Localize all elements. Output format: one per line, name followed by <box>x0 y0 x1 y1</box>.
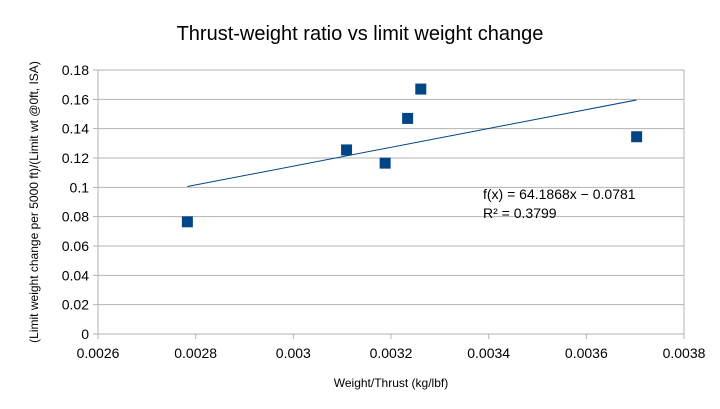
y-tick-label: 0.12 <box>62 150 89 166</box>
data-point <box>181 216 193 228</box>
y-tick-label: 0.06 <box>62 238 89 254</box>
y-tick-label: 0.1 <box>70 179 90 195</box>
y-tick-label: 0.14 <box>62 121 89 137</box>
y-tick-label: 0 <box>81 326 89 342</box>
x-tick-label: 0.0032 <box>370 345 413 361</box>
data-point <box>402 112 414 124</box>
x-tick-label: 0.0038 <box>663 345 706 361</box>
y-tick-label: 0.02 <box>62 297 89 313</box>
x-tick-label: 0.0028 <box>174 345 217 361</box>
y-tick-label: 0.04 <box>62 267 89 283</box>
trendline-r-squared: R² = 0.3799 <box>483 205 557 221</box>
x-tick-label: 0.0034 <box>467 345 510 361</box>
data-point <box>631 131 643 143</box>
x-tick-label: 0.0036 <box>565 345 608 361</box>
y-axis-label: (Limit weight change per 5000 ft)/(Limit… <box>27 61 41 343</box>
y-axis-ticks: 0 0.02 0.04 0.06 0.08 0.1 0.12 0.14 0.16 0.18 <box>62 62 89 342</box>
plot-area <box>97 69 685 335</box>
y-tick-label: 0.18 <box>62 62 89 78</box>
y-tick-label: 0.08 <box>62 209 89 225</box>
trendline <box>187 99 637 188</box>
x-tick-label: 0.003 <box>276 345 311 361</box>
x-axis-ticks: 0.0026 0.0028 0.003 0.0032 0.0034 0.0036 0.003… <box>77 334 706 361</box>
trendline-equation: f(x) = 64.1868x − 0.0781 <box>483 186 636 202</box>
data-point <box>341 144 353 156</box>
data-point <box>379 157 391 169</box>
x-tick-label: 0.0026 <box>77 345 120 361</box>
chart-title: Thrust-weight ratio vs limit weight chan… <box>177 23 544 45</box>
x-axis-label: Weight/Thrust (kg/lbf) <box>334 376 448 390</box>
gridlines <box>93 69 684 335</box>
data-points <box>181 83 643 228</box>
data-point <box>415 83 427 95</box>
y-tick-label: 0.16 <box>62 91 89 107</box>
